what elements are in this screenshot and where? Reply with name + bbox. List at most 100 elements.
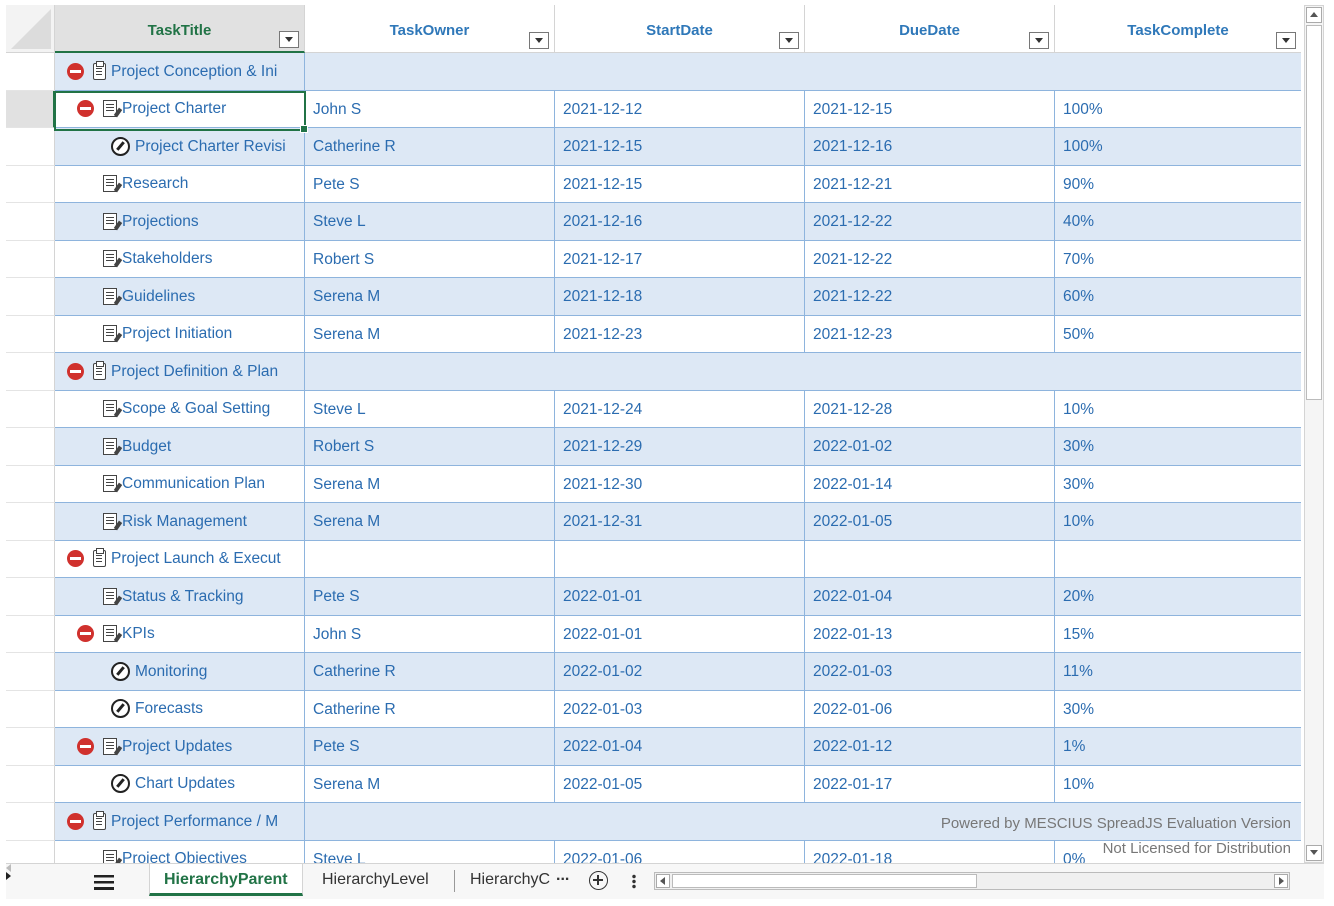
start-date-cell[interactable]: 2022-01-02 — [555, 653, 805, 690]
scroll-left-arrow-icon[interactable] — [656, 874, 670, 888]
task-complete-cell[interactable] — [1055, 353, 1301, 390]
scroll-right-arrow-icon[interactable] — [1274, 874, 1288, 888]
due-date-cell[interactable]: 2022-01-13 — [805, 615, 1055, 652]
task-title-cell[interactable]: Projections — [55, 203, 305, 240]
task-owner-cell[interactable]: Serena M — [305, 278, 555, 315]
horizontal-scrollbar[interactable] — [654, 872, 1290, 890]
task-complete-cell[interactable]: 1% — [1063, 738, 1086, 755]
row-header[interactable] — [6, 653, 55, 691]
due-date-cell[interactable]: 2021-12-22 — [805, 278, 1055, 315]
tab-hierarchyparent[interactable]: HierarchyParent — [149, 864, 303, 896]
start-date-cell[interactable] — [555, 353, 805, 390]
task-complete-cell[interactable]: 50% — [1063, 325, 1095, 343]
row-header[interactable] — [6, 53, 55, 91]
table-row[interactable]: Risk Management Serena M 2021-12-31 2022-01… — [55, 503, 1301, 541]
task-owner-cell[interactable]: Pete S — [305, 728, 555, 765]
task-title-cell[interactable]: Status & Tracking — [55, 578, 305, 615]
row-header[interactable] — [6, 615, 55, 653]
table-row[interactable]: Guidelines Serena M 2021-12-18 2021-12-22 60… — [55, 278, 1301, 316]
start-date-cell[interactable]: 2022-01-03 — [555, 690, 805, 727]
start-date-cell[interactable]: 2021-12-24 — [555, 390, 805, 427]
more-tabs-button[interactable]: ... — [556, 867, 570, 884]
task-title-cell[interactable]: Project Performance / M — [55, 803, 305, 840]
task-complete-cell[interactable]: 10% — [1063, 513, 1095, 530]
row-header[interactable] — [6, 428, 55, 466]
spreadsheet[interactable]: TaskTitle TaskOwner StartDate DueDate Ta… — [6, 5, 1301, 863]
task-complete-cell[interactable]: 11% — [1063, 663, 1093, 680]
start-date-cell[interactable]: 2021-12-15 — [555, 128, 805, 165]
select-all-corner[interactable] — [6, 5, 55, 53]
due-date-cell[interactable]: 2022-01-18 — [805, 840, 1055, 863]
task-complete-cell[interactable]: 0% — [1063, 850, 1086, 864]
table-row[interactable]: Scope & Goal Setting Steve L 2021-12-24 202… — [55, 390, 1301, 428]
start-date-cell[interactable]: 2021-12-29 — [555, 428, 805, 465]
task-complete-cell[interactable] — [1055, 53, 1301, 90]
task-title-cell[interactable]: Chart Updates — [55, 765, 305, 802]
all-sheets-menu-icon[interactable] — [94, 875, 114, 890]
start-date-cell[interactable]: 2021-12-30 — [555, 465, 805, 502]
task-complete-cell[interactable]: 100% — [1063, 100, 1103, 118]
task-complete-cell[interactable]: 40% — [1063, 213, 1095, 230]
task-complete-cell[interactable]: 30% — [1063, 475, 1095, 493]
task-title-cell[interactable]: Scope & Goal Setting — [55, 390, 305, 427]
task-title-cell[interactable]: Guidelines — [55, 278, 305, 315]
task-title-cell[interactable]: Project Objectives — [55, 840, 305, 863]
table-row[interactable]: Research Pete S 2021-12-15 2021-12-21 90% — [55, 165, 1301, 203]
task-title-cell[interactable]: Budget — [55, 428, 305, 465]
start-date-cell[interactable]: 2022-01-04 — [555, 728, 805, 765]
tab-hierarchylevel[interactable]: HierarchyLevel — [322, 871, 429, 888]
row-header[interactable] — [6, 165, 55, 203]
row-header[interactable] — [6, 203, 55, 241]
column-header-startdate[interactable]: StartDate — [555, 5, 805, 53]
start-date-cell[interactable] — [555, 540, 805, 577]
task-owner-cell[interactable]: Serena M — [305, 315, 555, 352]
column-header-tasktitle[interactable]: TaskTitle — [55, 5, 305, 53]
task-title-cell[interactable]: Project Updates — [55, 728, 305, 765]
task-title-cell[interactable]: KPIs — [55, 615, 305, 652]
collapse-icon[interactable] — [67, 550, 84, 568]
table-row[interactable]: Project Launch & Execut — [55, 540, 1301, 578]
due-date-cell[interactable]: 2022-01-03 — [805, 653, 1055, 690]
task-complete-cell[interactable]: 70% — [1063, 250, 1095, 268]
row-header[interactable] — [6, 278, 55, 316]
due-date-cell[interactable]: 2022-01-05 — [805, 503, 1055, 540]
start-date-cell[interactable]: 2022-01-05 — [555, 765, 805, 802]
table-row[interactable]: Project Performance / M — [55, 803, 1301, 841]
start-date-cell[interactable]: 2021-12-12 — [555, 90, 805, 127]
start-date-cell[interactable]: 2021-12-31 — [555, 503, 805, 540]
filter-dropdown-icon[interactable] — [1276, 32, 1296, 49]
table-row[interactable]: Project Conception & Ini — [55, 53, 1301, 91]
task-title-cell[interactable]: Project Definition & Plan — [55, 353, 305, 390]
row-header[interactable] — [6, 128, 55, 166]
row-header[interactable] — [6, 465, 55, 503]
due-date-cell[interactable]: 2022-01-06 — [805, 690, 1055, 727]
task-complete-cell[interactable]: 10% — [1063, 400, 1095, 418]
row-header[interactable] — [6, 803, 55, 841]
task-owner-cell[interactable]: Robert S — [305, 240, 555, 277]
next-sheet-icon[interactable] — [6, 872, 11, 880]
due-date-cell[interactable] — [805, 353, 1055, 390]
vertical-scroll-thumb[interactable] — [1306, 25, 1322, 400]
table-row[interactable]: Project Charter Revisi Catherine R 2021-12… — [55, 128, 1301, 166]
task-owner-cell[interactable]: Serena M — [305, 503, 555, 540]
table-row[interactable]: Project Charter John S 2021-12-12 2021-12-1… — [55, 90, 1301, 128]
task-owner-cell[interactable] — [305, 540, 555, 577]
row-header[interactable] — [6, 840, 55, 863]
task-complete-cell[interactable]: 30% — [1063, 438, 1095, 455]
start-date-cell[interactable]: 2021-12-17 — [555, 240, 805, 277]
start-date-cell[interactable]: 2022-01-06 — [555, 840, 805, 863]
collapse-icon[interactable] — [67, 62, 84, 80]
task-title-cell[interactable]: Stakeholders — [55, 240, 305, 277]
row-header[interactable] — [6, 315, 55, 353]
table-row[interactable]: Projections Steve L 2021-12-16 2021-12-22 40… — [55, 203, 1301, 241]
task-complete-cell[interactable]: 15% — [1063, 625, 1095, 643]
filter-dropdown-icon[interactable] — [529, 32, 549, 49]
add-sheet-icon[interactable] — [589, 871, 608, 890]
task-complete-cell[interactable]: 90% — [1063, 175, 1095, 193]
previous-sheet-icon[interactable] — [6, 864, 11, 872]
due-date-cell[interactable]: 2021-12-22 — [805, 203, 1055, 240]
scroll-up-arrow-icon[interactable] — [1306, 7, 1322, 23]
task-title-cell[interactable]: Project Conception & Ini — [55, 53, 305, 90]
row-header[interactable] — [6, 540, 55, 578]
horizontal-scroll-thumb[interactable] — [672, 874, 977, 888]
